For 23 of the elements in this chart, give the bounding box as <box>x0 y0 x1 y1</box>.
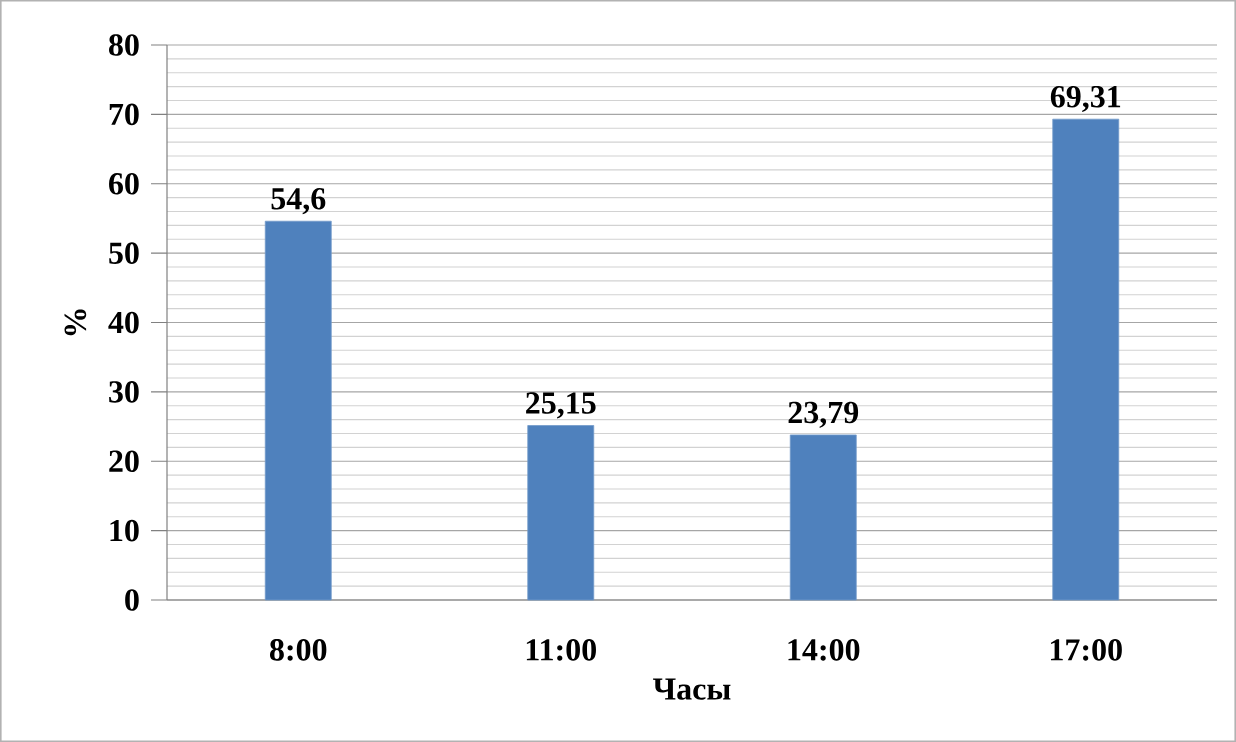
data-label: 25,15 <box>526 392 596 419</box>
bar <box>1052 118 1120 601</box>
bar <box>527 425 595 601</box>
x-tick-label: 14:00 <box>788 639 860 661</box>
y-tick-label: 60 <box>109 172 139 195</box>
y-tick-label: 70 <box>109 103 139 126</box>
y-tick-label: 40 <box>108 311 139 334</box>
x-tick-label: 11:00 <box>526 639 596 661</box>
y-tick-label: 30 <box>109 381 139 403</box>
data-label: 69,31 <box>1050 85 1121 113</box>
y-tick-label: 50 <box>109 242 139 264</box>
y-tick-label: 80 <box>109 34 139 56</box>
y-tick-label: 0 <box>125 589 139 611</box>
y-tick-label: 10 <box>110 519 139 542</box>
y-axis-title: % <box>64 309 87 336</box>
data-label: 23,79 <box>788 401 859 428</box>
bar <box>789 434 857 601</box>
x-axis-title: Часы <box>653 678 731 700</box>
x-tick-label: 17:00 <box>1051 639 1122 661</box>
y-tick-label: 20 <box>109 450 139 473</box>
data-label: 54,6 <box>271 188 326 215</box>
x-tick-label: 8:00 <box>270 639 327 661</box>
bar <box>264 220 332 601</box>
